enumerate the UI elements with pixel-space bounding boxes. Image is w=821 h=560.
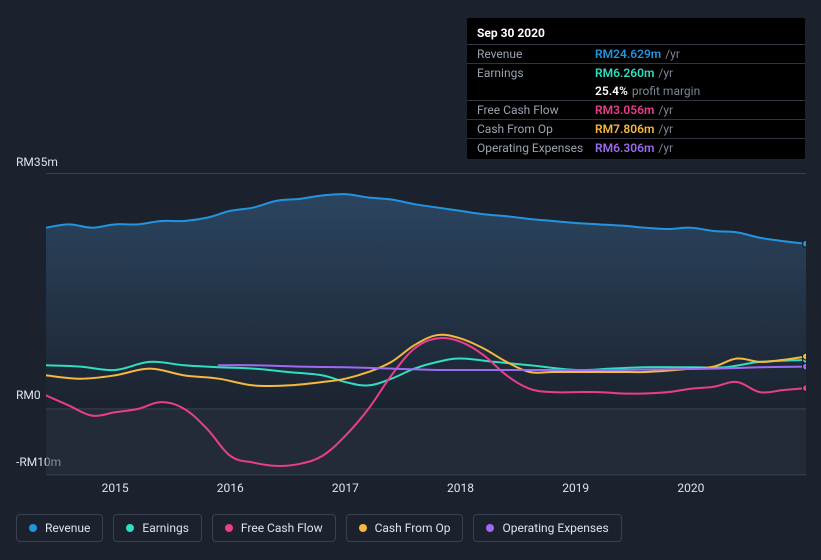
x-axis-tick: 2017 xyxy=(332,481,359,495)
tooltip-row-unit: /yr xyxy=(665,47,680,61)
y-axis-max-label: RM35m xyxy=(16,155,58,169)
legend: Revenue Earnings Free Cash Flow Cash From O… xyxy=(16,514,622,542)
legend-label: Earnings xyxy=(142,521,189,535)
x-axis-tick: 2018 xyxy=(447,481,474,495)
tooltip-row-value-wrap: RM6.306m/yr xyxy=(595,141,795,155)
tooltip-row-unit: /yr xyxy=(658,141,673,155)
x-axis-tick: 2015 xyxy=(102,481,129,495)
tooltip-row-value: RM24.629m xyxy=(595,47,661,61)
tooltip-rows: RevenueRM24.629m/yrEarningsRM6.260m/yr25… xyxy=(467,44,805,157)
plot-area[interactable] xyxy=(46,173,806,475)
legend-dot-icon xyxy=(486,524,494,532)
series-endpoint-revenue xyxy=(803,240,807,247)
chart-svg xyxy=(46,174,806,476)
tooltip-row-value: RM6.260m xyxy=(595,66,654,80)
legend-label: Free Cash Flow xyxy=(241,521,323,535)
tooltip-row-value-wrap: RM24.629m/yr xyxy=(595,47,795,61)
tooltip-row-value-wrap: RM7.806m/yr xyxy=(595,122,795,136)
tooltip-row-value: RM3.056m xyxy=(595,103,654,117)
y-axis-zero-label: RM0 xyxy=(16,388,41,402)
legend-item[interactable]: Revenue xyxy=(16,514,103,542)
legend-dot-icon xyxy=(126,524,134,532)
tooltip-row-value: RM6.306m xyxy=(595,141,654,155)
legend-dot-icon xyxy=(225,524,233,532)
tooltip-row-unit: /yr xyxy=(658,66,673,80)
legend-dot-icon xyxy=(29,524,37,532)
tooltip-row-unit: /yr xyxy=(658,103,673,117)
tooltip-row: Free Cash FlowRM3.056m/yr xyxy=(467,100,805,119)
tooltip-row-label: Revenue xyxy=(477,47,595,61)
legend-label: Revenue xyxy=(45,521,90,535)
legend-item[interactable]: Operating Expenses xyxy=(473,514,621,542)
tooltip-row-label: Operating Expenses xyxy=(477,141,595,155)
series-endpoint-cash-from-op xyxy=(803,353,807,360)
tooltip-row-value: 25.4% xyxy=(595,84,628,98)
legend-dot-icon xyxy=(359,524,367,532)
legend-item[interactable]: Earnings xyxy=(113,514,202,542)
below-zero-band xyxy=(46,409,806,476)
tooltip-row-value: RM7.806m xyxy=(595,122,654,136)
financials-chart: RM35m RM0 -RM10m 20152016201720182019202… xyxy=(16,155,805,495)
series-area-revenue xyxy=(46,194,806,409)
x-axis-tick: 2016 xyxy=(217,481,244,495)
tooltip-row-value-wrap: RM3.056m/yr xyxy=(595,103,795,117)
tooltip-row-label xyxy=(477,84,595,98)
tooltip-row-value-wrap: RM6.260m/yr xyxy=(595,66,795,80)
tooltip-row-label: Earnings xyxy=(477,66,595,80)
series-endpoint-operating-expenses xyxy=(803,363,807,370)
x-axis-tick: 2020 xyxy=(677,481,704,495)
x-axis-labels: 2015 2016 2017 2018 2019 2020 xyxy=(46,481,806,497)
tooltip-row: EarningsRM6.260m/yr xyxy=(467,63,805,82)
series-endpoint-free-cash-flow xyxy=(803,385,807,392)
legend-label: Cash From Op xyxy=(375,521,451,535)
tooltip-row-label: Free Cash Flow xyxy=(477,103,595,117)
tooltip-row: 25.4% profit margin xyxy=(467,82,805,100)
tooltip-row-label: Cash From Op xyxy=(477,122,595,136)
legend-item[interactable]: Free Cash Flow xyxy=(212,514,336,542)
legend-label: Operating Expenses xyxy=(502,521,608,535)
tooltip-row-sub: profit margin xyxy=(632,84,700,98)
legend-item[interactable]: Cash From Op xyxy=(346,514,464,542)
tooltip-row-unit: /yr xyxy=(658,122,673,136)
tooltip-row: Cash From OpRM7.806m/yr xyxy=(467,119,805,138)
tooltip-date: Sep 30 2020 xyxy=(467,24,805,44)
tooltip-row: RevenueRM24.629m/yr xyxy=(467,44,805,63)
x-axis-tick: 2019 xyxy=(562,481,589,495)
data-tooltip: Sep 30 2020 RevenueRM24.629m/yrEarningsR… xyxy=(467,18,805,159)
tooltip-row-value-wrap: 25.4% profit margin xyxy=(595,84,795,98)
